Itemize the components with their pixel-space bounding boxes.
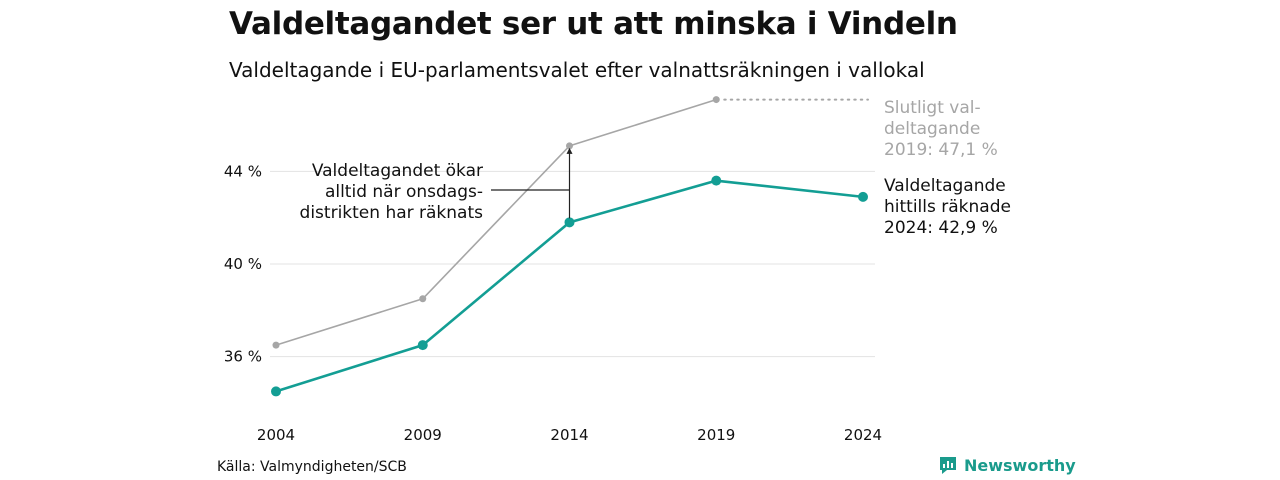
current-series-point: [271, 386, 281, 397]
current-series-point: [711, 175, 722, 186]
final-series-point: [566, 142, 573, 150]
final-series-annotation: Slutligt val-deltagande 2019: 47,1 %: [884, 98, 998, 160]
current-series-point: [564, 217, 575, 228]
y-tick-label: 44 %: [224, 162, 262, 180]
gap-annotation: Valdeltagandet ökar alltid när onsdags-di…: [300, 161, 484, 223]
final-series-point: [272, 341, 280, 349]
newsworthy-logo-icon: [940, 457, 956, 474]
chart-subtitle: Valdeltagande i EU-parlamentsvalet efter…: [229, 58, 925, 82]
final-series-line: [275, 98, 717, 346]
x-tick-label: 2014: [550, 426, 588, 444]
source-note: Källa: Valmyndigheten/SCB: [217, 459, 407, 475]
y-tick-label: 40 %: [224, 255, 262, 273]
current-series-point: [858, 191, 868, 202]
chart-title: Valdeltagandet ser ut att minska i Vinde…: [229, 6, 958, 42]
y-tick-label: 36 %: [224, 348, 262, 366]
current-series-point: [417, 340, 428, 351]
brand-logo[interactable]: Newsworthy: [938, 455, 1076, 475]
final-series-point: [419, 295, 427, 303]
brand-name: Newsworthy: [964, 455, 1076, 475]
current-series-annotation: Valdeltagande hittills räknade 2024: 42,9 …: [884, 176, 1011, 238]
x-tick-label: 2004: [257, 426, 295, 444]
gap-arrow-head: [566, 147, 573, 154]
x-tick-label: 2019: [697, 426, 735, 444]
x-tick-label: 2024: [844, 426, 882, 444]
final-series-point: [712, 96, 720, 104]
x-tick-label: 2009: [404, 426, 442, 444]
